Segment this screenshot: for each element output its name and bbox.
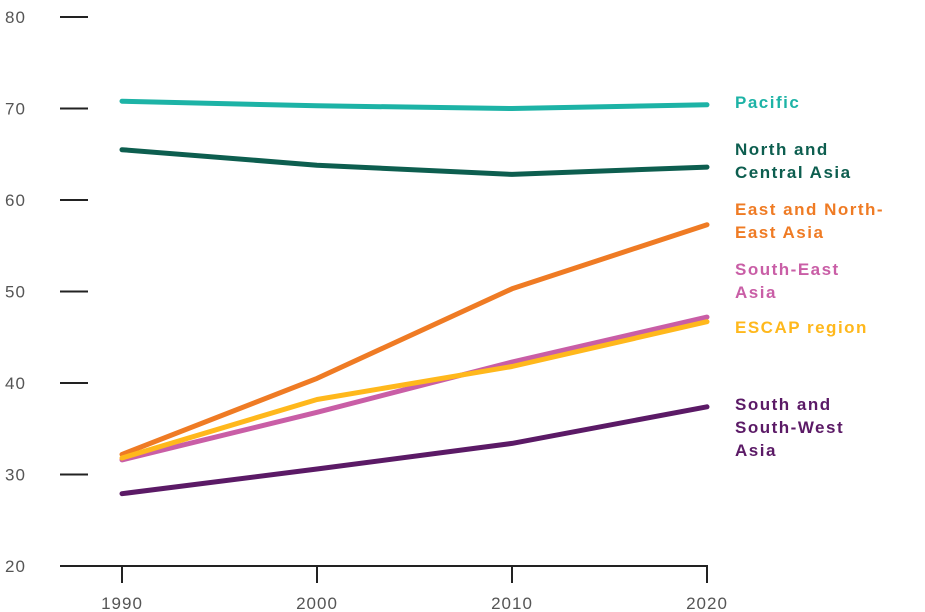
series-line-escap-region — [119, 319, 710, 461]
series-line-east-and-north-east-asia — [119, 222, 710, 457]
series-label-south-and-south-west-asia: South and South-West Asia — [735, 395, 844, 460]
y-tick-label: 80 — [5, 8, 26, 27]
y-tick-label: 40 — [5, 374, 26, 393]
series-line-south-and-south-west-asia — [119, 404, 710, 497]
series-label-pacific: Pacific — [735, 93, 800, 112]
series-lines — [119, 98, 710, 497]
y-tick-label: 30 — [5, 466, 26, 485]
x-tick-label: 2000 — [296, 594, 338, 612]
y-tick-label: 50 — [5, 283, 26, 302]
x-axis: 1990 2000 2010 2020 — [101, 566, 728, 612]
x-tick-label: 1990 — [101, 594, 143, 612]
series-label-east-and-north-east-asia: East and North-East Asia — [735, 200, 884, 242]
x-tick-label: 2020 — [686, 594, 728, 612]
series-line-pacific — [119, 98, 710, 111]
series-label-escap-region: ESCAP region — [735, 318, 868, 337]
x-tick-label: 2010 — [491, 594, 533, 612]
series-line-north-and-central-asia — [119, 147, 710, 177]
y-tick-label: 20 — [5, 557, 26, 576]
series-label-north-and-central-asia: North and Central Asia — [735, 140, 852, 182]
y-tick-label: 70 — [5, 100, 26, 119]
y-axis: 20 30 40 50 60 70 80 — [5, 8, 708, 576]
series-label-south-east-asia: South-East Asia — [735, 260, 840, 302]
series-labels: Pacific North and Central Asia East and Nor… — [735, 93, 884, 460]
y-tick-label: 60 — [5, 191, 26, 210]
series-line-south-east-asia — [119, 314, 710, 463]
